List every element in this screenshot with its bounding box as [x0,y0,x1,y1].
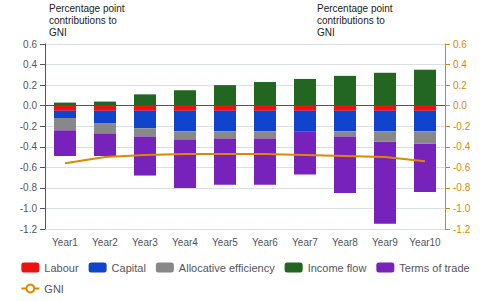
svg-text:-0.8: -0.8 [453,182,471,193]
svg-text:0.0: 0.0 [453,100,467,111]
svg-text:Year10: Year10 [409,237,441,248]
svg-text:0.4: 0.4 [453,59,467,70]
svg-text:-0.8: -0.8 [20,182,38,193]
svg-text:-0.2: -0.2 [453,121,471,132]
svg-text:-0.4: -0.4 [20,141,38,152]
svg-text:-1.2: -1.2 [453,224,471,235]
svg-text:-1.2: -1.2 [20,224,38,235]
svg-text:-0.4: -0.4 [453,141,471,152]
svg-text:0.6: 0.6 [453,39,467,50]
svg-text:-0.6: -0.6 [20,162,38,173]
svg-text:GNI: GNI [317,27,335,38]
svg-text:0.0: 0.0 [23,100,37,111]
svg-text:Terms of trade: Terms of trade [399,262,469,274]
svg-text:-1.0: -1.0 [20,203,38,214]
svg-text:Labour: Labour [44,262,79,274]
svg-text:0.4: 0.4 [23,59,37,70]
svg-text:Percentage point: Percentage point [317,3,393,14]
svg-text:Year6: Year6 [252,237,278,248]
svg-text:GNI: GNI [49,27,67,38]
svg-text:0.6: 0.6 [23,39,37,50]
svg-text:0.2: 0.2 [23,80,37,91]
svg-text:Income flow: Income flow [308,262,367,274]
svg-text:Year1: Year1 [52,237,78,248]
svg-text:-1.0: -1.0 [453,203,471,214]
svg-text:Percentage point: Percentage point [49,3,125,14]
svg-text:contributions to: contributions to [317,15,385,26]
svg-text:Year4: Year4 [172,237,198,248]
svg-text:GNI: GNI [44,283,64,295]
svg-text:Year3: Year3 [132,237,158,248]
svg-text:Year7: Year7 [292,237,318,248]
svg-text:Year2: Year2 [92,237,118,248]
svg-text:0.2: 0.2 [453,80,467,91]
svg-text:contributions to: contributions to [49,15,117,26]
svg-text:Year8: Year8 [332,237,358,248]
svg-text:-0.2: -0.2 [20,121,38,132]
svg-text:Year9: Year9 [372,237,398,248]
svg-text:-0.6: -0.6 [453,162,471,173]
svg-text:Allocative efficiency: Allocative efficiency [179,262,275,274]
svg-text:Year5: Year5 [212,237,238,248]
svg-text:Capital: Capital [112,262,146,274]
